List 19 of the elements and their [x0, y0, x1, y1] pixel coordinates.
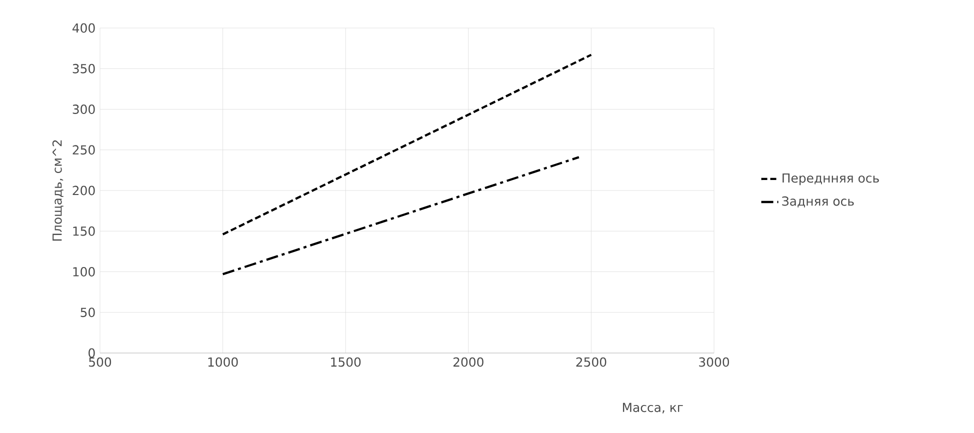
y-tick-label: 50	[80, 308, 95, 318]
y-tick-label: 400	[72, 23, 95, 33]
y-tick-label: 250	[72, 145, 95, 155]
y-tick-label: 300	[72, 104, 95, 114]
legend-label: Задняя ось	[782, 196, 854, 208]
legend-label: Переднняя ось	[782, 173, 879, 186]
x-tick-label: 2500	[576, 357, 606, 367]
x-tick-label: 1500	[331, 357, 361, 367]
x-tick-label: 500	[89, 357, 112, 367]
x-tick-label: 3000	[699, 357, 730, 367]
y-axis-title: Площадь, см^2	[52, 140, 64, 241]
x-tick-label: 2000	[453, 357, 484, 367]
y-tick-label: 350	[72, 64, 95, 74]
y-tick-label: 150	[73, 226, 95, 236]
y-tick-label: 200	[72, 186, 95, 196]
y-tick-label: 0	[88, 348, 95, 358]
y-tick-label: 100	[73, 267, 95, 276]
x-axis-title: Масса, кг	[622, 402, 683, 414]
x-tick-label: 1000	[208, 357, 238, 367]
